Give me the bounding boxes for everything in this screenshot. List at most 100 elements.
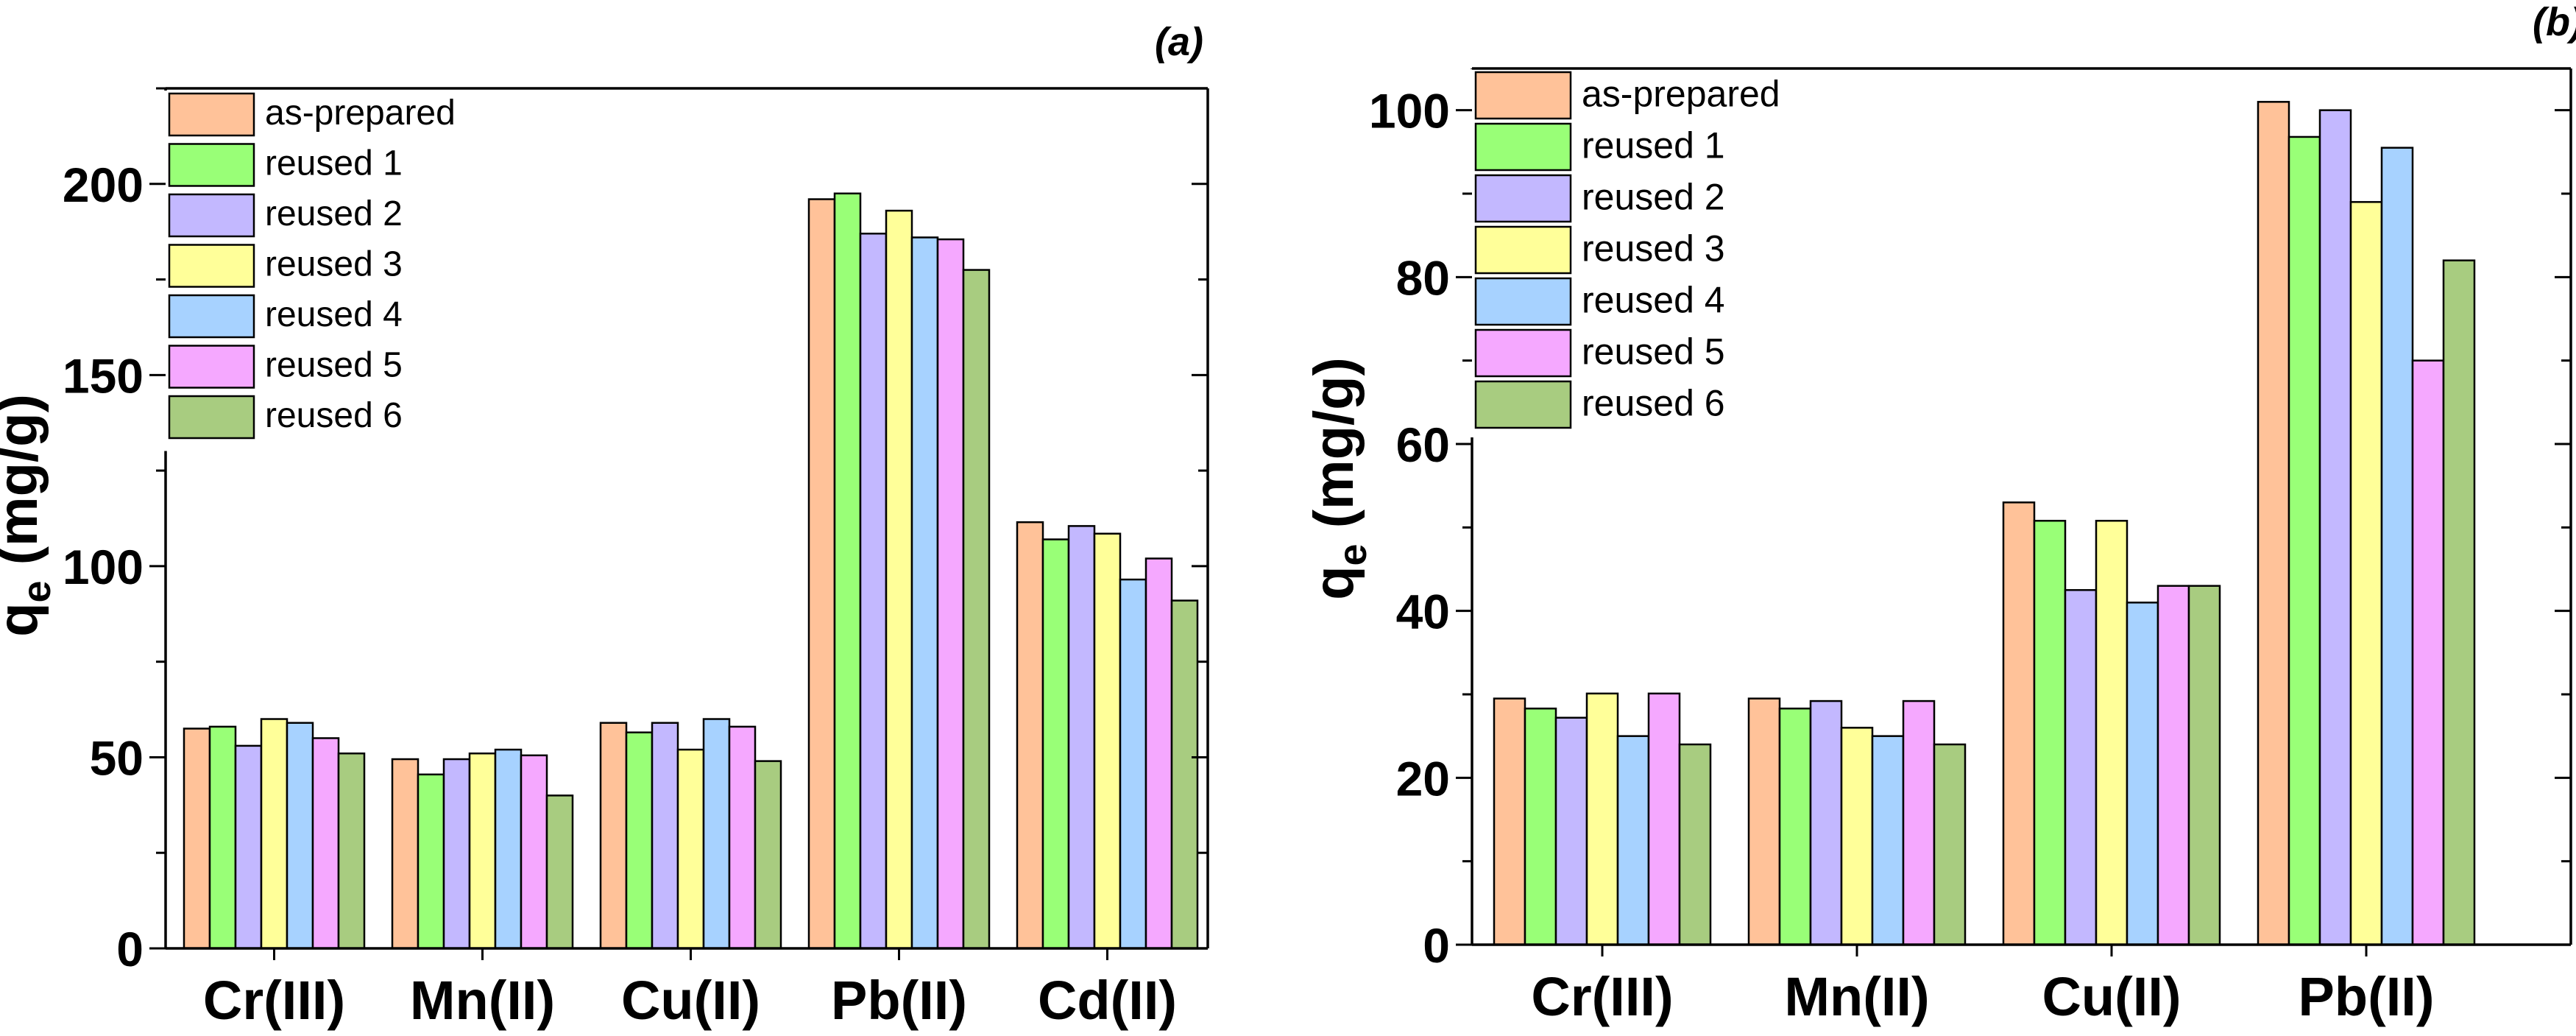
bar (1871, 735, 1905, 946)
legend-label: reused 5 (265, 346, 403, 385)
bar (2095, 520, 2129, 946)
y-axis-label-subscript: e (1331, 543, 1375, 565)
y-axis-label-unit: (mg/g) (0, 394, 49, 580)
bar (337, 753, 366, 950)
legend-label: as-prepared (265, 94, 456, 133)
bar (885, 209, 913, 950)
bar (807, 198, 836, 950)
legend-swatch (168, 143, 255, 187)
y-tick-label: 0 (1423, 918, 1450, 973)
legend-swatch (168, 345, 255, 389)
legend-swatch (168, 395, 255, 440)
x-tick-label: Pb(II) (831, 970, 967, 1031)
x-tick-label: Cr(III) (203, 970, 345, 1031)
y-tick-label: 60 (1396, 417, 1450, 472)
bar (962, 269, 991, 950)
bar (1170, 599, 1199, 950)
legend-label: reused 5 (1582, 331, 1725, 373)
legend-swatch (168, 244, 255, 288)
bar (2318, 109, 2352, 946)
bar (599, 722, 628, 950)
panel-label: (b) (2533, 0, 2576, 44)
bar (1933, 743, 1967, 946)
y-axis-label: qe (mg/g) (0, 394, 59, 637)
bar (1809, 700, 1843, 946)
bar (2257, 101, 2290, 946)
bar (2126, 602, 2159, 946)
bar (442, 758, 471, 950)
bar (391, 758, 420, 950)
y-tick-label: 150 (63, 348, 144, 403)
bar (1119, 578, 1147, 950)
y-axis-label-symbol: q (0, 602, 49, 636)
legend-swatch (1474, 277, 1572, 326)
chart-panel-a: (a) qe (mg/g) Cr(III) Mn(II) Cu(II) Pb(II) Cd(… (0, 20, 1209, 1031)
legend-label: reused 3 (265, 245, 403, 284)
legend-swatch (168, 193, 255, 238)
legend-label: reused 1 (1582, 125, 1725, 166)
bar (1585, 692, 1619, 946)
bar (1778, 708, 1812, 946)
bar (260, 718, 289, 950)
x-tick-label: Mn(II) (410, 970, 555, 1031)
legend-label: reused 4 (1582, 280, 1725, 321)
bar (1678, 743, 1712, 946)
bar (1524, 708, 1557, 946)
bar (2187, 585, 2221, 946)
y-tick-label: 100 (1369, 84, 1450, 138)
bar (1493, 697, 1526, 946)
bar (833, 192, 862, 950)
y-tick-label: 0 (116, 922, 144, 976)
y-axis-label-unit: (mg/g) (1303, 357, 1365, 543)
bar (702, 718, 731, 950)
bar (417, 773, 445, 950)
y-axis-label-subscript: e (15, 580, 59, 602)
chart-panel-b: (b) qe (mg/g) Cr(III) Mn(II) Cu(II) Pb(II) 0 20… (1303, 0, 2576, 1027)
x-tick-label: Pb(II) (2299, 966, 2435, 1027)
bar (2033, 520, 2067, 946)
legend-swatch (1474, 71, 1572, 120)
y-tick-label: 200 (63, 158, 144, 212)
y-tick-label: 20 (1396, 751, 1450, 806)
panel-label: (a) (1155, 20, 1203, 64)
bar (1144, 557, 1173, 950)
legend-swatch (1474, 225, 1572, 275)
legend-swatch (1474, 328, 1572, 378)
legend-label: reused 2 (265, 194, 403, 233)
y-tick-label: 80 (1396, 250, 1450, 305)
legend-label: reused 6 (265, 396, 403, 435)
bar (728, 725, 757, 950)
legend-label: reused 1 (265, 144, 403, 183)
bar (1616, 735, 1650, 946)
bar (2349, 201, 2383, 946)
bar (1840, 727, 1874, 946)
legend-swatch (168, 92, 255, 137)
legend-label: reused 3 (1582, 228, 1725, 269)
bar (468, 753, 497, 950)
bar (936, 238, 965, 950)
legend-swatch (1474, 380, 1572, 429)
bar (1016, 521, 1044, 950)
bar (859, 233, 888, 950)
bar (651, 722, 679, 950)
bar (2064, 589, 2098, 946)
bar (2411, 359, 2445, 946)
legend-swatch (168, 294, 255, 339)
bar (286, 722, 314, 950)
x-tick-label: Cd(II) (1038, 970, 1177, 1031)
legend-label: as-prepared (1582, 74, 1780, 115)
bar (183, 727, 211, 950)
x-tick-label: Cr(III) (1531, 966, 1673, 1027)
bar (1067, 525, 1096, 950)
bar (676, 748, 705, 950)
y-axis-label: qe (mg/g) (1303, 357, 1375, 600)
legend-label: reused 2 (1582, 177, 1725, 218)
x-tick-label: Cu(II) (621, 970, 760, 1031)
bar (2287, 135, 2321, 946)
y-tick-label: 100 (63, 540, 144, 594)
bar (754, 760, 782, 950)
bar (1647, 692, 1681, 946)
bar (208, 725, 237, 950)
bar (2156, 585, 2190, 946)
